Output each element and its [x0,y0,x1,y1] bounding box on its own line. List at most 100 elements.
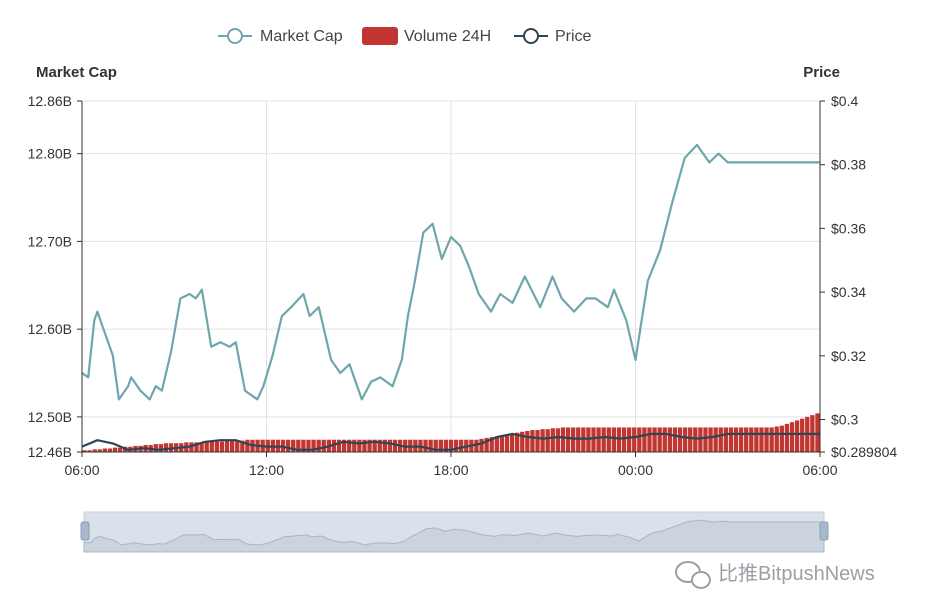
x-tick-label: 00:00 [618,462,653,478]
volume-bar [596,427,601,452]
volume-bar [362,439,367,452]
volume-bar [530,430,535,452]
volume-bar [749,427,754,452]
volume-bar [102,448,108,452]
left-tick-label: 12.70B [28,233,72,249]
x-tick-label: 12:00 [249,462,284,478]
volume-bar [576,427,581,452]
volume-bar [581,427,586,452]
volume-bar [509,433,515,452]
data-zoom-slider[interactable] [80,511,829,553]
volume-bar [382,439,387,452]
legend-item-volume[interactable]: Volume 24H [362,27,491,45]
volume-bar [784,423,790,452]
x-tick-label: 06:00 [64,462,99,478]
price-line [81,432,820,451]
volume-bar [550,428,555,452]
volume-bar [311,439,316,452]
volume-bar [769,427,774,452]
volume-bar [764,427,769,452]
watermark-text: 比推BitpushNews [718,562,875,585]
volume-bar [392,439,398,452]
left-axis-title: Market Cap [36,64,117,81]
right-tick-label: $0.34 [831,284,866,300]
volume-bar [703,427,708,452]
volume-bar [744,427,749,452]
volume-bar [387,439,393,452]
volume-bar [647,427,652,452]
volume-bar [632,427,637,452]
volume-bar [499,435,505,452]
volume-bar [657,427,662,452]
volume-bar [759,427,764,452]
volume-bar [652,427,657,452]
volume-bar [601,427,606,452]
volume-bar [153,444,158,452]
volume-bar [667,427,672,452]
volume-bar [118,447,123,452]
volume-bar [682,427,688,452]
legend-item-price[interactable]: Price [514,28,592,45]
legend-label-market-cap: Market Cap [260,28,343,45]
volume-bar [774,426,779,452]
volume-bar [535,430,540,452]
x-tick-label: 06:00 [802,462,837,478]
volume-bar [316,439,321,452]
volume-bar [438,439,443,452]
volume-bar [443,439,449,452]
series-lines [81,143,820,451]
volume-bar [209,441,214,452]
volume-bar [738,427,744,452]
left-tick-label: 12.86B [28,93,72,109]
volume-bar [219,441,225,452]
volume-bar [296,439,301,452]
right-axis-title: Price [803,64,840,81]
volume-bar [453,439,459,452]
volume-bar [621,427,627,452]
volume-bar [586,427,591,452]
right-tick-label: $0.38 [831,157,866,173]
volume-bar [591,427,596,452]
volume-bar [693,427,698,452]
ticks: 12.86B 12.80B 12.70B 12.60B 12.50B 12.46B $0.4… [28,93,898,478]
volume-bar [525,430,530,452]
volume-bar [306,439,311,452]
volume-bar [626,427,632,452]
volume-bar [372,439,377,452]
legend-item-market-cap[interactable]: Market Cap [218,28,343,45]
left-tick-label: 12.50B [28,409,72,425]
axes [77,100,825,457]
volume-bar [240,440,245,452]
volume-bar [158,444,164,452]
legend: Market Cap Volume 24H Price [218,27,592,45]
legend-marker-volume [362,27,398,45]
volume-bar [245,439,250,452]
volume-bar [515,432,520,452]
volume-bar [571,427,576,452]
legend-label-volume: Volume 24H [404,28,491,45]
x-tick-label: 18:00 [433,462,468,478]
left-tick-label: 12.80B [28,146,72,162]
volume-bar [642,427,647,452]
volume-bar [235,440,240,452]
volume-bar [616,427,622,452]
wechat-icon [675,561,711,589]
right-tick-label: $0.4 [831,93,858,109]
volume-bar [708,427,713,452]
volume-bar [163,443,169,452]
zoom-handle-left[interactable] [80,521,90,541]
volume-bar [341,439,347,452]
volume-bar [779,425,784,452]
volume-bar [540,429,545,452]
legend-circle-price [523,28,539,44]
volume-bar [352,439,357,452]
volume-bar [194,442,199,452]
volume-bar [479,438,484,452]
zoom-handle-right[interactable] [819,521,829,541]
volume-bar [428,439,433,452]
market-cap-line [81,143,820,401]
volume-bar [789,422,795,452]
volume-bar [204,441,209,452]
volume-bar [97,449,102,452]
